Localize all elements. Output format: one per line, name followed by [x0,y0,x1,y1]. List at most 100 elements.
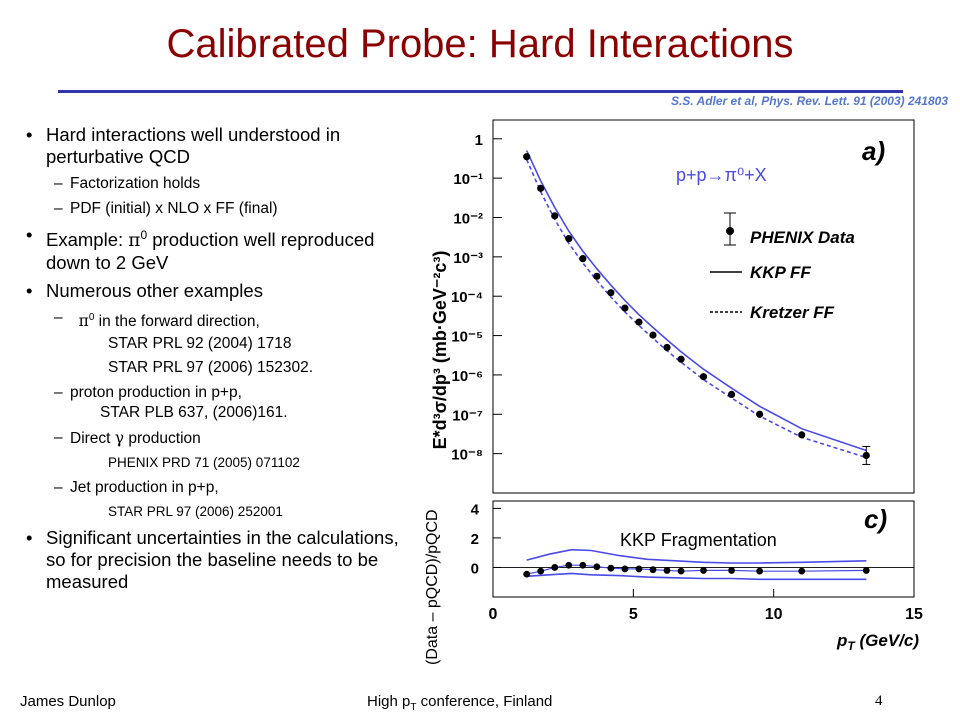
curves-a [525,150,867,459]
y-tick-label-c: 4 [471,501,480,518]
panel-a-label: a) [862,136,885,166]
title-rule [58,90,903,93]
sub-bullet-text-pre: Direct [70,430,115,448]
gamma-symbol: γ [114,429,125,448]
sub-bullet: – Jet production in p+p, [20,478,400,498]
panel-a-frame [492,119,915,494]
bullet-text: Hard interactions well understood in per… [46,124,341,167]
ratio-point [862,567,870,574]
footer-conference-post: conference, Finland [416,693,553,710]
x-axis-title-unit: (GeV/c) [855,631,920,650]
x-axis-title: pT (GeV/c) [836,631,919,653]
band-upper-band [526,548,867,564]
ratio-point [649,566,657,574]
x-tick-label-c: 0 [489,606,498,623]
reference: PHENIX PRD 71 (2005) 071102 [108,455,300,471]
data-point [635,318,643,326]
footer-conference: High pT conference, Finland [367,693,552,713]
data-point [621,304,629,312]
dash: – [54,479,63,497]
reference: STAR PRL 92 (2004) 1718 [108,335,292,353]
dash: – [54,175,63,192]
slide-title: Calibrated Probe: Hard Interactions [166,22,794,66]
data-point [862,451,870,460]
pi-symbol: π [78,312,89,331]
dash: – [54,429,63,447]
y-tick-label-a: 10⁻¹ [453,171,483,188]
bullet-list: • Hard interactions well understood in pe… [20,124,400,599]
legend-label-data: PHENIX Data [750,228,855,247]
y-tick-label-a: 10⁻⁴ [451,289,483,306]
data-point [798,431,806,439]
sub-bullet-text-post: production [124,430,201,448]
bullet-dot: • [26,224,33,245]
data-point [727,390,736,399]
x-tick-label-c: 5 [629,606,638,623]
bullet-text-post: production well reproduced down to 2 GeV [46,229,375,274]
ratio-line [526,564,867,575]
sub-bullet-text: Factorization holds [70,175,201,192]
y-tick-label-a: 10⁻⁶ [451,368,483,385]
data-point [663,343,671,352]
bullet-text-pre: Example: [46,229,129,251]
bullet-text: Significant uncertainties in the calcula… [46,527,399,593]
y-axis-title-a: E*d³σ/dp³ (mb·GeV⁻²c³) [430,251,450,450]
ratio-point [537,567,545,575]
page-number: 4 [875,693,883,709]
legend-label-kkp: KKP FF [750,263,811,282]
ratio-point [621,565,629,573]
pi-superscript: 0 [140,228,148,242]
legend-label-kretzer: Kretzer FF [750,303,835,322]
y-tick-label-a: 10⁻² [453,210,483,227]
bullet: • Significant uncertainties in the calcul… [20,527,400,593]
dash: – [54,200,63,217]
y-tick-label-c: 0 [471,560,479,577]
sub-bullet: – PDF (initial) x NLO x FF (final) [20,199,400,219]
bullet-dot: • [26,280,33,302]
reference: STAR PRL 97 (2006) 152302. [108,359,314,377]
y-tick-label-a: 10⁻⁵ [451,329,483,346]
y-tick-label-a: 1 [475,132,483,149]
sub-bullet: – Factorization holds [20,174,400,194]
data-point [649,331,657,339]
data-point [551,212,559,220]
bullet-text: Numerous other examples [46,280,263,302]
footer-conference-sub: T [410,702,417,713]
data-point [756,410,764,418]
panel-a-annotation: p+p→π⁰+X [676,165,767,185]
ratio-point [677,567,685,575]
sub-bullet-text: proton production in p+p, [70,384,242,402]
data-point [699,373,708,381]
x-axis-title-sub: T [847,639,856,653]
y-ticks-a: 1 10⁻¹ 10⁻² 10⁻³ 10⁻⁴ 10⁻⁵ 10⁻⁶ 10⁻⁷ 10⁻⁸ [451,132,502,464]
y-axis-title-c: (Data – pQCD)/pQCD [424,509,441,665]
curve-kretzer-ff [525,159,867,459]
x-tick-label-c: 10 [765,606,783,623]
panel-c-annotation: KKP Fragmentation [620,530,777,550]
y-tick-label-a: 10⁻⁸ [451,447,483,464]
data-point [607,289,615,297]
sub-bullet: – Direct γ production [20,428,400,449]
ratio-point [635,565,643,573]
curve-kkp-ff [525,150,867,452]
footer-conference-pre: High p [367,693,411,710]
pi-superscript: 0 [88,312,95,324]
data-point [523,153,531,161]
bullet-dot: • [26,527,33,549]
ratio-point [700,567,707,574]
citation: S.S. Adler et al, Phys. Rev. Lett. 91 (2… [670,94,948,108]
x-tick-label-c: 15 [905,606,923,623]
sub-bullet-text: PDF (initial) x NLO x FF (final) [70,200,278,217]
points-a [523,153,871,465]
y-tick-label-a: 10⁻⁷ [452,407,483,424]
ratio-point [756,567,764,575]
data-point [593,272,601,280]
ratio-point [579,561,587,569]
panel-c-label: c) [864,504,887,534]
footer-author: James Dunlop [20,693,116,710]
ticks-c: 0 2 4 0 5 10 15 [471,501,923,623]
bullet-dot: • [26,124,33,145]
data-point [677,355,685,363]
dash: – [54,384,63,402]
dash: – [54,309,63,327]
